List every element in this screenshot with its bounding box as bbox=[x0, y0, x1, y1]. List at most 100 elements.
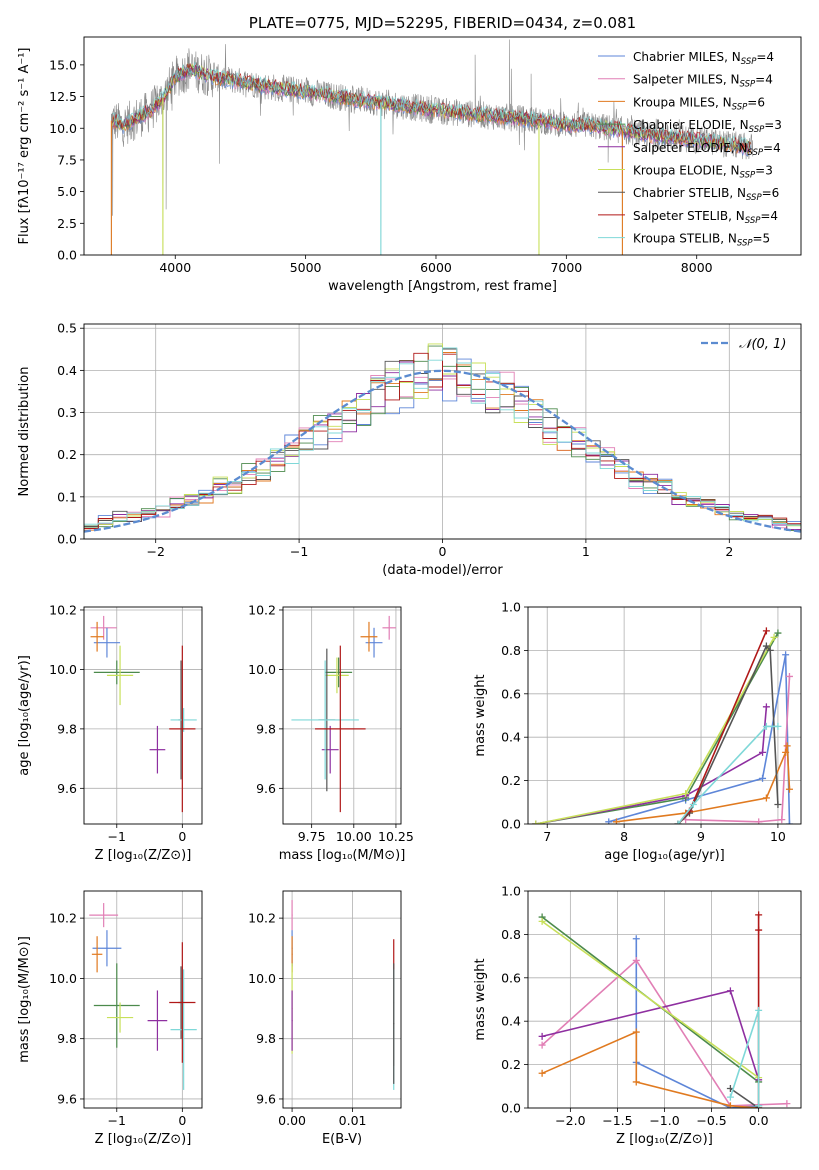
axes-spectrum: 4000 5000 6000 7000 8000 0.0 2.5 5.0 7.5 10.0 12.5… bbox=[17, 14, 802, 294]
x-tick-label: 5000 bbox=[290, 260, 322, 275]
x-tick-label: 1 bbox=[582, 544, 590, 559]
legend-label-salpeter_elodie: Salpeter ELODIE, NSSP=4 bbox=[633, 141, 781, 158]
y-tick-label: 9.6 bbox=[57, 781, 77, 796]
y-tick-label: 10.0 bbox=[49, 121, 77, 136]
x-tick-label: 7000 bbox=[550, 260, 582, 275]
legend-label-chabrier_miles: Chabrier MILES, NSSP=4 bbox=[633, 50, 774, 67]
y-tick-label: 0.3 bbox=[57, 405, 77, 420]
series-point-chabrier_miles bbox=[632, 935, 640, 943]
y-tick-label: 0.2 bbox=[501, 1057, 521, 1072]
x-axis-label: wavelength [Angstrom, rest frame] bbox=[328, 279, 557, 294]
plot-area bbox=[90, 615, 197, 813]
y-tick-label: 9.6 bbox=[256, 1091, 276, 1106]
series-line-chabrier_elodie bbox=[535, 632, 779, 824]
series-point-chabrier_elodie bbox=[774, 629, 782, 637]
series-point-salpeter_miles bbox=[778, 816, 786, 824]
y-tick-label: 9.6 bbox=[57, 1091, 77, 1106]
series-point-chabrier_miles bbox=[605, 818, 613, 824]
y-tick-label: 9.8 bbox=[256, 721, 276, 736]
series-point-salpeter_miles bbox=[538, 1041, 546, 1049]
x-tick-label: −1.5 bbox=[602, 1113, 632, 1128]
series-point-chabrier_stelib bbox=[762, 642, 770, 650]
y-tick-label: 10.2 bbox=[248, 911, 276, 926]
series-point-salpeter_elodie bbox=[538, 1032, 546, 1040]
y-tick-label: 0.2 bbox=[501, 773, 521, 788]
series-point-kroupa_stelib bbox=[762, 722, 770, 730]
y-tick-label: 5.0 bbox=[57, 184, 77, 199]
x-axis-label: Z [log₁₀(Z/Z⊙)] bbox=[95, 848, 192, 863]
x-tick-label: −2 bbox=[146, 544, 164, 559]
gaussian-curve bbox=[84, 369, 801, 533]
plot-area bbox=[110, 39, 754, 255]
y-tick-label: 10.2 bbox=[49, 911, 77, 926]
chart-title: PLATE=0775, MJD=52295, FIBERID=0434, z=0… bbox=[249, 14, 636, 32]
x-tick-label: 10 bbox=[770, 829, 786, 844]
y-tick-label: 0.0 bbox=[57, 532, 77, 547]
axes-frame bbox=[83, 36, 802, 256]
x-tick-label: 8 bbox=[620, 829, 628, 844]
y-tick-label: 2.5 bbox=[57, 216, 77, 231]
axes-age_vs_mass: 9.75 10.00 10.25 9.6 9.8 10.0 10.2 mass [log₁₀(… bbox=[248, 602, 414, 863]
y-tick-label: 15.0 bbox=[49, 57, 77, 72]
legend-label-gaussian: 𝒩(0, 1) bbox=[739, 337, 786, 352]
axes-mass_vs_z: −1 0 9.6 9.8 10.0 10.2 Z [log₁₀(Z/Z⊙)] mass [lo… bbox=[17, 890, 203, 1147]
series-point-chabrier_stelib bbox=[774, 800, 782, 808]
series-point-salpeter_stelib bbox=[762, 627, 770, 635]
y-tick-label: 0.6 bbox=[501, 686, 521, 701]
y-tick-label: 0.8 bbox=[501, 927, 521, 942]
x-tick-label: 0.0 bbox=[749, 1113, 769, 1128]
x-tick-label: 10.00 bbox=[336, 829, 372, 844]
series-line-kroupa_stelib bbox=[677, 725, 778, 824]
y-tick-label: 10.2 bbox=[49, 602, 77, 617]
series-point-salpeter_miles bbox=[783, 1100, 791, 1108]
axes-frame bbox=[527, 606, 802, 825]
axes-frame bbox=[83, 890, 203, 1109]
legend-label-kroupa_miles: Kroupa MILES, NSSP=6 bbox=[633, 95, 765, 112]
series-line-salpeter_elodie bbox=[535, 706, 768, 824]
series-point-kroupa_elodie bbox=[532, 820, 540, 824]
x-axis-label: E(B-V) bbox=[322, 1132, 362, 1147]
x-tick-label: 0.00 bbox=[278, 1113, 306, 1128]
histogram-kroupa_stelib bbox=[84, 347, 801, 539]
plot-area bbox=[291, 615, 396, 813]
x-axis-label: Z [log₁₀(Z/Z⊙)] bbox=[95, 1132, 192, 1147]
x-tick-label: 9 bbox=[697, 829, 705, 844]
y-tick-label: 1.0 bbox=[501, 600, 521, 615]
x-axis-label: (data-model)/error bbox=[382, 563, 503, 578]
x-tick-label: 2 bbox=[725, 544, 733, 559]
x-tick-label: −1.0 bbox=[649, 1113, 679, 1128]
series-point-kroupa_miles bbox=[726, 1102, 734, 1108]
series-point-kroupa_miles bbox=[782, 748, 790, 756]
series-point-salpeter_elodie bbox=[759, 748, 767, 756]
y-tick-label: 10.0 bbox=[248, 971, 276, 986]
x-axis-label: age [log₁₀(age/yr)] bbox=[604, 848, 725, 863]
y-tick-label: 9.8 bbox=[57, 1031, 77, 1046]
axes-frame bbox=[527, 890, 802, 1109]
series-line-salpeter_miles bbox=[685, 676, 791, 823]
axes-frame bbox=[282, 890, 402, 1109]
series-point-kroupa_miles bbox=[632, 1078, 640, 1086]
series-point-chabrier_stelib bbox=[766, 646, 774, 654]
x-axis-label: Z [log₁₀(Z/Z⊙)] bbox=[616, 1132, 713, 1147]
y-axis-label: Normed distribution bbox=[17, 367, 32, 497]
series-point-salpeter_miles bbox=[632, 956, 640, 964]
series-point-salpeter_miles bbox=[785, 672, 793, 680]
y-tick-label: 0.4 bbox=[57, 363, 77, 378]
y-tick-label: 9.6 bbox=[256, 781, 276, 796]
series-point-kroupa_miles bbox=[538, 1069, 546, 1077]
y-tick-label: 10.2 bbox=[248, 602, 276, 617]
series-point-salpeter_stelib bbox=[755, 911, 763, 919]
x-tick-label: 0.01 bbox=[339, 1113, 367, 1128]
axes-massweight_vs_z: −2.0 −1.5 −1.0 −0.5 0.0 0.0 0.2 0.4 0.6 0.8 1.0 Z [… bbox=[473, 884, 802, 1147]
series-point-salpeter_elodie bbox=[762, 703, 770, 711]
y-tick-label: 0.2 bbox=[57, 447, 77, 462]
x-tick-label: 0 bbox=[178, 1113, 186, 1128]
x-tick-label: 0 bbox=[439, 544, 447, 559]
axes-massweight_vs_age: 7 8 9 10 0.0 0.2 0.4 0.6 0.8 1.0 age [log₁₀(age/yr… bbox=[473, 600, 802, 863]
y-tick-label: 0.0 bbox=[501, 817, 521, 832]
y-axis-label: mass weight bbox=[473, 958, 488, 1040]
legend-label-salpeter_stelib: Salpeter STELIB, NSSP=4 bbox=[633, 209, 778, 226]
plot-area bbox=[538, 911, 791, 1108]
series-line-salpeter_elodie bbox=[541, 989, 760, 1081]
series-point-kroupa_miles bbox=[612, 818, 620, 824]
